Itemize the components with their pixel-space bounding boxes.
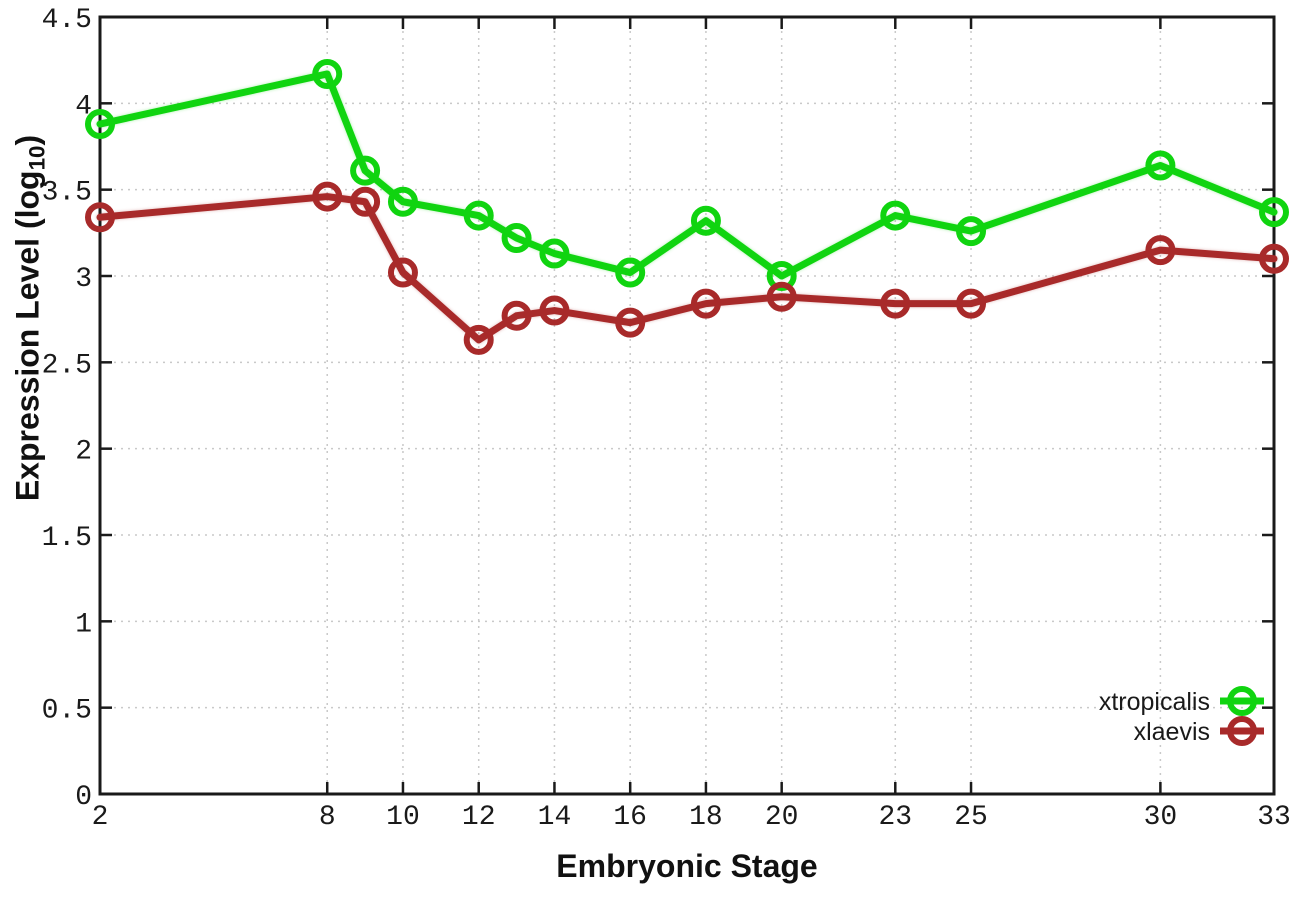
data-point-xlaevis-stage30 [1145, 235, 1176, 266]
x-tick-label-12: 12 [462, 802, 496, 833]
data-point-xlaevis-stage14 [539, 295, 570, 326]
y-tick-label-2: 2 [75, 437, 92, 468]
plot-border [98, 15, 1276, 796]
data-point-xtropicalis-stage12 [463, 200, 494, 231]
x-tick-label-2: 2 [92, 802, 109, 833]
data-point-xlaevis-stage2 [85, 202, 115, 233]
data-point-xlaevis-stage12 [463, 324, 494, 355]
y-tick-label-2.5: 2.5 [42, 350, 92, 381]
x-tick-label-18: 18 [689, 802, 723, 833]
data-point-xtropicalis-stage20 [766, 261, 797, 291]
data-point-xtropicalis-stage16 [615, 257, 646, 288]
series-line-xtropicalis [96, 70, 1278, 280]
x-tick-label-33: 33 [1257, 802, 1291, 833]
data-point-xtropicalis-stage9 [350, 155, 381, 186]
y-tick-label-3.5: 3.5 [42, 178, 92, 209]
legend-sample-marker-xtropicalis [1227, 686, 1257, 716]
data-point-xtropicalis-stage13 [501, 223, 532, 254]
data-point-xtropicalis-stage14 [539, 238, 570, 269]
data-point-xlaevis-stage18 [690, 288, 721, 319]
data-point-xtropicalis-stage8 [312, 58, 343, 89]
y-tick-label-4: 4 [75, 91, 92, 122]
data-point-xlaevis-stage13 [501, 300, 532, 331]
data-point-xtropicalis-stage33 [1259, 197, 1289, 228]
y-tick-label-0.5: 0.5 [42, 696, 92, 727]
series-line-xlaevis [96, 193, 1278, 344]
data-point-xtropicalis-stage18 [690, 205, 721, 236]
y-axis-title-subscript: 10 [24, 145, 50, 171]
data-point-xlaevis-stage10 [387, 257, 418, 288]
y-axis-title: Expression Level (log10) [10, 135, 51, 501]
x-tick-label-23: 23 [878, 802, 912, 833]
data-point-xlaevis-stage16 [615, 307, 646, 338]
y-tick-label-1: 1 [75, 609, 92, 640]
data-point-xlaevis-stage23 [880, 288, 911, 319]
x-tick-label-30: 30 [1144, 802, 1178, 833]
y-tick-label-4.5: 4.5 [42, 5, 92, 36]
y-tick-label-0: 0 [75, 782, 92, 813]
data-point-xlaevis-stage20 [766, 281, 797, 312]
x-tick-label-20: 20 [765, 802, 799, 833]
legend-sample-marker-xlaevis [1227, 716, 1257, 746]
data-point-xlaevis-stage33 [1259, 243, 1289, 274]
legend-label-xlaevis: xlaevis [1134, 718, 1210, 746]
data-point-xtropicalis-stage23 [880, 200, 911, 231]
x-tick-label-16: 16 [613, 802, 647, 833]
y-tick-label-3: 3 [75, 264, 92, 295]
x-tick-label-8: 8 [319, 802, 336, 833]
data-point-xlaevis-stage9 [350, 186, 381, 217]
data-point-xlaevis-stage25 [956, 288, 987, 319]
legend-label-xtropicalis: xtropicalis [1099, 688, 1210, 716]
data-point-xtropicalis-stage2 [85, 109, 115, 140]
x-axis-title: Embryonic Stage [556, 848, 818, 884]
data-point-xtropicalis-stage25 [956, 216, 987, 247]
data-point-xtropicalis-stage30 [1145, 150, 1176, 181]
x-tick-label-25: 25 [954, 802, 988, 833]
data-point-xlaevis-stage8 [312, 181, 343, 212]
x-tick-label-10: 10 [386, 802, 420, 833]
y-axis-title-text: Expression Level (log [9, 170, 46, 502]
y-tick-label-1.5: 1.5 [42, 523, 92, 554]
data-point-xtropicalis-stage10 [387, 186, 418, 217]
y-axis-title-close: ) [9, 134, 46, 146]
x-tick-label-14: 14 [538, 802, 572, 833]
